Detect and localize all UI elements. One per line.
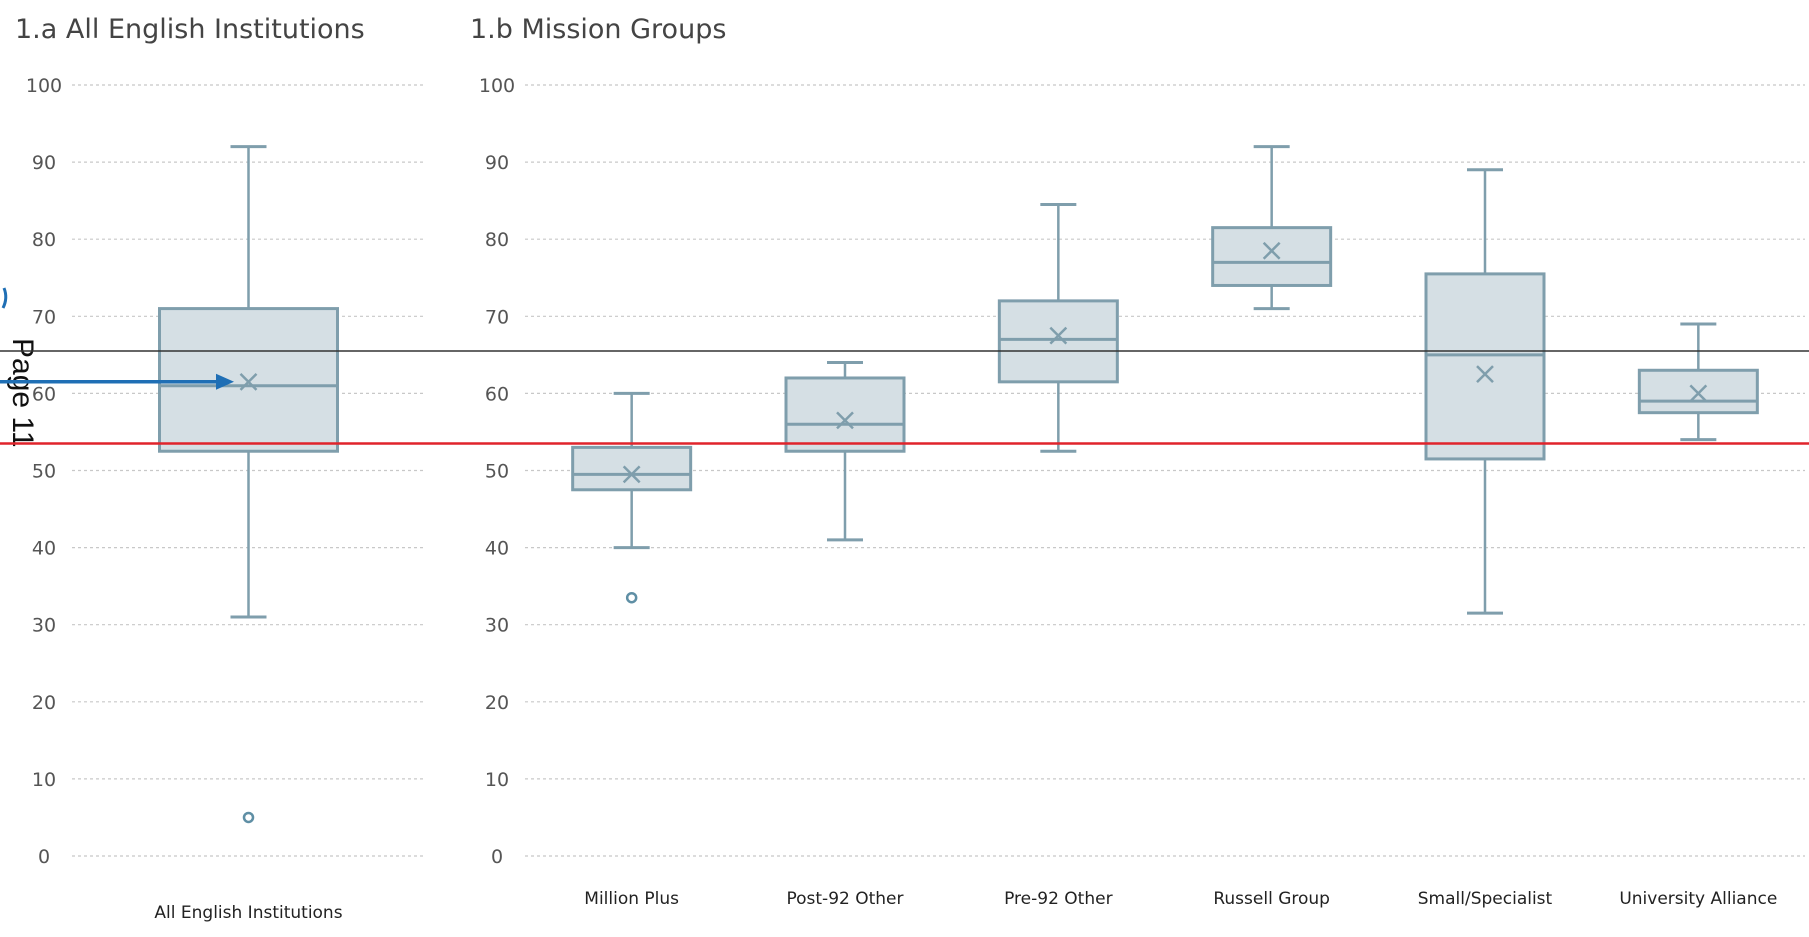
y-tick-label: 60 [485,383,509,405]
y-tick-label: 10 [32,769,56,791]
panel-a-plot: 0 10 20 30 40 50 60 70 80 90 100 All English Instit… [26,75,425,923]
y-tick-label: 0 [38,846,50,868]
mean-marker [836,411,854,430]
y-tick-label: 30 [485,615,509,637]
category-label: Small/Specialist [1418,889,1553,909]
annotation-bracket-mark [1,287,8,309]
y-tick-label: 0 [491,846,503,868]
y-tick-label: 100 [26,75,62,97]
box-iqr [1637,368,1759,415]
box-iqr [1424,272,1546,461]
panel-b-plot: 0 10 20 30 40 50 60 70 80 90 100 Million Plus Post-9… [479,75,1805,909]
page-label: Page 11 [6,338,39,448]
y-tick-label: 20 [485,692,509,714]
mean-marker [622,465,641,484]
y-tick-label: 50 [485,461,509,483]
y-tick-label: 70 [32,306,56,328]
category-label: Post-92 Other [786,889,903,909]
category-label: Russell Group [1213,889,1330,909]
category-label: All English Institutions [154,903,342,923]
y-tick-label: 90 [485,152,509,174]
category-label: Pre-92 Other [1004,889,1112,909]
y-tick-label: 10 [485,769,509,791]
y-tick-label: 80 [32,229,56,251]
y-tick-label: 80 [485,229,509,251]
y-tick-label: 40 [32,538,56,560]
category-label: University Alliance [1619,889,1777,909]
annotation-arrowhead [216,373,234,390]
y-tick-label: 50 [32,461,56,483]
y-tick-label: 90 [32,152,56,174]
y-tick-label: 20 [32,692,56,714]
mean-marker [1262,241,1281,260]
annotation-overlay: Page 11 [0,287,1809,448]
box-iqr [1211,226,1333,287]
y-tick-label: 70 [485,306,509,328]
box-iqr [158,307,339,453]
mean-marker [1049,326,1068,345]
outlier-point [242,811,255,824]
panel-a-title: 1.a All English Institutions [15,14,365,45]
y-tick-label: 100 [479,75,515,97]
y-tick-label: 30 [32,615,56,637]
mean-marker [239,372,258,391]
panel-b-title: 1.b Mission Groups [470,14,726,45]
category-label: Million Plus [584,889,679,909]
outlier-point [625,591,638,604]
box-iqr [571,445,693,492]
y-tick-label: 40 [485,538,509,560]
box-iqr [784,376,906,453]
mean-marker [1476,365,1494,384]
mean-marker [1689,384,1708,403]
y-tick-label: 60 [32,383,56,405]
box-iqr [997,299,1119,384]
